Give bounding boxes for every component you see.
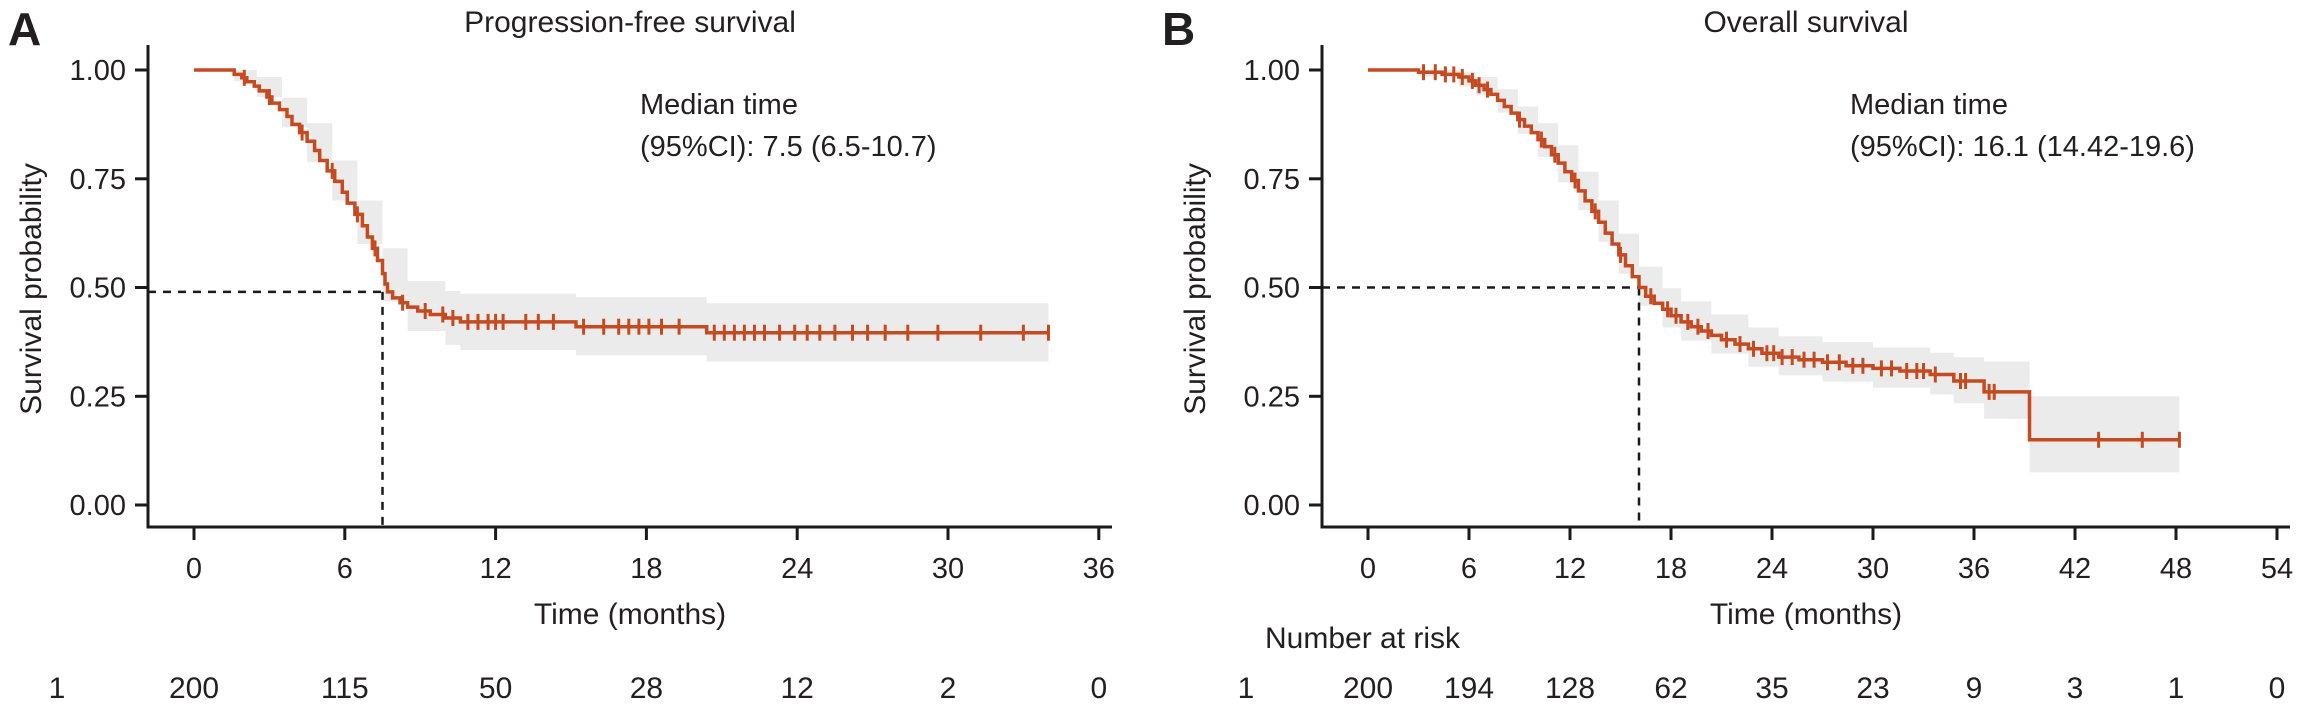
- risk-count: 50: [479, 672, 512, 705]
- x-tick-label: 48: [2160, 553, 2192, 585]
- risk-count: 200: [169, 672, 219, 705]
- x-tick-label: 18: [630, 553, 662, 585]
- x-tick-label: 30: [1857, 553, 1889, 585]
- risk-count: 194: [1444, 672, 1494, 705]
- y-tick-label: 1.00: [1244, 55, 1300, 87]
- y-tick-label: 1.00: [70, 55, 126, 87]
- risk-count: 12: [781, 672, 814, 705]
- y-tick-label: 0.50: [1244, 273, 1300, 305]
- panel-a-letter: A: [8, 3, 43, 55]
- risk-count: 2: [940, 672, 957, 705]
- confidence-band: [194, 70, 1049, 362]
- x-tick-label: 54: [2261, 553, 2293, 585]
- risk-count: 28: [630, 672, 663, 705]
- panel-b-annotation-line1: Median time: [1850, 89, 2008, 121]
- y-tick-label: 0.25: [70, 381, 126, 413]
- risk-count: 1: [2168, 672, 2185, 705]
- panel-a-xlabel: Time (months): [533, 598, 727, 631]
- x-tick-label: 36: [1958, 553, 1990, 585]
- panel-a-ylabel: Survival probability: [15, 163, 48, 415]
- x-tick-label: 42: [2059, 553, 2091, 585]
- x-tick-label: 12: [479, 553, 511, 585]
- x-tick-label: 0: [186, 553, 202, 585]
- survival-curve: [1368, 68, 2180, 442]
- risk-count: 0: [1090, 672, 1107, 705]
- x-tick-label: 36: [1083, 553, 1115, 585]
- panel-b-title: Overall survival: [1703, 6, 1909, 39]
- x-tick-label: 12: [1554, 553, 1586, 585]
- y-tick-label: 0.00: [70, 490, 126, 522]
- risk-count: 9: [1966, 672, 1983, 705]
- risk-count: 35: [1755, 672, 1788, 705]
- risk-count: 128: [1545, 672, 1595, 705]
- x-tick-label: 6: [1461, 553, 1477, 585]
- y-tick-label: 0.50: [70, 273, 126, 305]
- number-at-risk-header: Number at risk: [1265, 622, 1461, 655]
- x-tick-label: 18: [1655, 553, 1687, 585]
- y-tick-label: 0.25: [1244, 381, 1300, 413]
- risk-strata-label: 1: [1238, 672, 1255, 705]
- y-tick-label: 0.75: [70, 164, 126, 196]
- panel-b-annotation: Median time (95%CI): 16.1 (14.42-19.6): [1850, 84, 2195, 168]
- x-tick-label: 24: [1756, 553, 1788, 585]
- panel-b-ylabel: Survival probability: [1179, 163, 1212, 415]
- risk-count: 62: [1654, 672, 1687, 705]
- y-tick-label: 0.75: [1244, 164, 1300, 196]
- risk-count: 0: [2269, 672, 2286, 705]
- panel-a-title: Progression-free survival: [464, 6, 796, 39]
- x-tick-label: 6: [337, 553, 353, 585]
- y-tick-label: 0.00: [1244, 490, 1300, 522]
- panel-b-xlabel: Time (months): [1709, 598, 1903, 631]
- x-tick-label: 0: [1360, 553, 1376, 585]
- x-tick-label: 30: [932, 553, 964, 585]
- risk-count: 3: [2067, 672, 2084, 705]
- x-tick-label: 24: [781, 553, 813, 585]
- panel-a-annotation: Median time (95%CI): 7.5 (6.5-10.7): [640, 84, 937, 168]
- risk-strata-label: 1: [49, 672, 66, 705]
- risk-count: 23: [1856, 672, 1889, 705]
- risk-count: 115: [321, 672, 369, 705]
- risk-count: 200: [1343, 672, 1393, 705]
- panel-b-annotation-line2: (95%CI): 16.1 (14.42-19.6): [1850, 131, 2195, 163]
- survival-curve: [194, 68, 1049, 335]
- panel-b-letter: B: [1162, 3, 1197, 55]
- panel-a-annotation-line1: Median time: [640, 89, 798, 121]
- panel-a-annotation-line2: (95%CI): 7.5 (6.5-10.7): [640, 131, 937, 163]
